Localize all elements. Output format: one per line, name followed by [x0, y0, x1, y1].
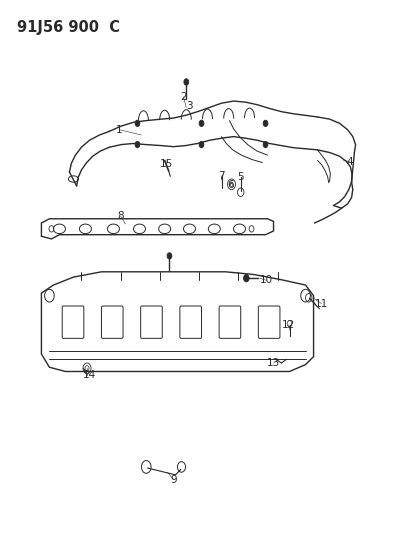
- Text: 91J56 900  C: 91J56 900 C: [17, 20, 120, 35]
- Circle shape: [135, 120, 140, 126]
- Text: 12: 12: [282, 320, 295, 330]
- Circle shape: [199, 141, 204, 148]
- Text: 10: 10: [260, 275, 273, 285]
- Text: 13: 13: [267, 358, 280, 368]
- Circle shape: [135, 141, 140, 148]
- Text: 4: 4: [346, 157, 353, 166]
- Text: 11: 11: [315, 298, 328, 309]
- Circle shape: [167, 253, 172, 259]
- Circle shape: [199, 120, 204, 126]
- Circle shape: [184, 79, 189, 85]
- Text: 8: 8: [117, 211, 124, 221]
- Text: 9: 9: [170, 475, 177, 484]
- Text: 6: 6: [227, 180, 234, 190]
- Circle shape: [243, 274, 249, 282]
- Text: 1: 1: [116, 125, 123, 135]
- Text: 3: 3: [186, 101, 193, 111]
- Circle shape: [263, 120, 268, 126]
- Text: 7: 7: [218, 171, 224, 181]
- Text: 5: 5: [237, 172, 244, 182]
- Circle shape: [263, 141, 268, 148]
- Text: 15: 15: [160, 159, 173, 169]
- Text: 2: 2: [180, 92, 187, 102]
- Text: 14: 14: [83, 370, 96, 380]
